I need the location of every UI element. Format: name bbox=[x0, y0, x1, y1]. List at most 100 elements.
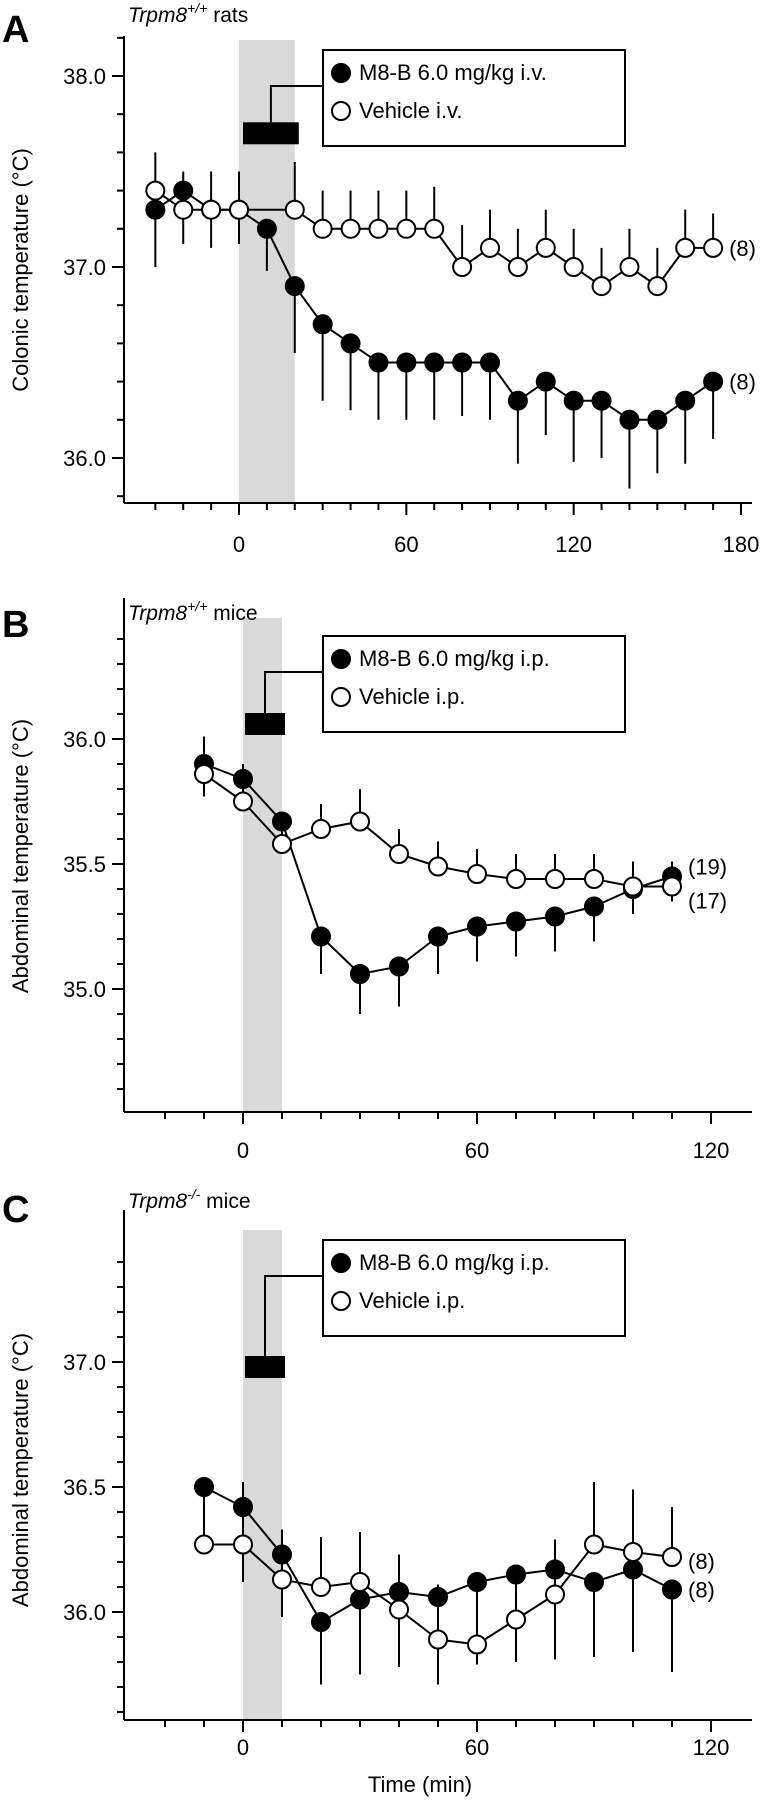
legend-label: Vehicle i.p. bbox=[359, 1288, 465, 1313]
data-point-vehicle bbox=[467, 1634, 487, 1655]
data-point-vehicle bbox=[467, 864, 487, 884]
panel-letter: B bbox=[2, 604, 29, 646]
data-point-drug bbox=[389, 956, 409, 977]
data-point-vehicle bbox=[173, 199, 194, 220]
legend-marker-filled bbox=[331, 63, 351, 83]
data-point-drug bbox=[619, 409, 640, 430]
data-point-drug bbox=[675, 390, 696, 411]
title-gene: Trpm8 bbox=[128, 1190, 187, 1213]
data-point-drug bbox=[467, 1572, 487, 1592]
data-point-drug bbox=[424, 352, 445, 373]
shaded-treatment-interval bbox=[239, 40, 295, 503]
panel-letter: A bbox=[2, 9, 29, 51]
data-point-vehicle bbox=[506, 869, 526, 889]
x-tick-label: 0 bbox=[233, 532, 245, 557]
shaded-treatment-interval bbox=[243, 1230, 282, 1720]
data-point-vehicle bbox=[396, 218, 417, 239]
title-rest: mice bbox=[207, 602, 257, 625]
data-point-drug bbox=[591, 390, 612, 411]
data-point-vehicle bbox=[584, 1534, 604, 1555]
data-point-vehicle bbox=[229, 199, 249, 220]
data-point-vehicle bbox=[201, 199, 222, 220]
y-axis-label: Abdominal temperature (°C) bbox=[8, 1333, 33, 1607]
data-point-vehicle bbox=[233, 1534, 253, 1555]
shaded-treatment-interval bbox=[243, 618, 282, 1112]
data-point-drug bbox=[428, 926, 448, 947]
data-point-vehicle bbox=[563, 257, 584, 277]
legend-box bbox=[322, 635, 626, 733]
x-tick-label: 0 bbox=[237, 1138, 249, 1163]
legend-box bbox=[322, 1239, 626, 1337]
title-genotype-sup: -/- bbox=[187, 1186, 201, 1202]
legend-connector bbox=[264, 671, 323, 713]
n-label: (8) bbox=[688, 1578, 715, 1603]
legend-connector bbox=[269, 85, 323, 123]
n-label: (19) bbox=[688, 855, 727, 880]
data-point-vehicle bbox=[675, 237, 696, 258]
data-point-drug bbox=[284, 276, 305, 297]
data-point-drug bbox=[452, 352, 473, 373]
panel-title: Trpm8+/+ mice bbox=[128, 598, 258, 625]
n-label: (17) bbox=[688, 889, 727, 914]
panel-letter: C bbox=[2, 1189, 29, 1231]
x-tick-label: 60 bbox=[465, 1735, 489, 1760]
data-point-vehicle bbox=[194, 1534, 214, 1555]
data-point-vehicle bbox=[623, 876, 643, 897]
panel-title: Trpm8+/+ rats bbox=[128, 0, 248, 27]
data-point-drug bbox=[145, 199, 166, 220]
data-point-vehicle bbox=[284, 199, 305, 220]
data-point-drug bbox=[623, 1559, 643, 1580]
data-point-drug bbox=[311, 1612, 331, 1632]
data-point-vehicle bbox=[340, 218, 361, 239]
treatment-bar-marker bbox=[243, 122, 299, 145]
data-point-drug bbox=[233, 1497, 253, 1517]
title-gene: Trpm8 bbox=[128, 4, 187, 27]
y-tick-label: 36.0 bbox=[63, 727, 106, 752]
data-point-vehicle bbox=[389, 1599, 409, 1620]
title-gene: Trpm8 bbox=[128, 602, 187, 625]
data-point-vehicle bbox=[272, 834, 292, 854]
y-axis-label: Abdominal temperature (°C) bbox=[8, 719, 33, 993]
legend-label: Vehicle i.p. bbox=[359, 684, 465, 709]
x-axis-label: Time (min) bbox=[368, 1772, 472, 1797]
data-point-vehicle bbox=[389, 844, 409, 864]
legend-label: M8-B 6.0 mg/kg i.p. bbox=[359, 646, 550, 671]
data-point-vehicle bbox=[623, 1542, 643, 1562]
legend-marker-filled bbox=[331, 649, 351, 669]
data-point-drug bbox=[703, 371, 724, 392]
data-point-drug bbox=[173, 180, 194, 201]
data-point-vehicle bbox=[311, 1577, 331, 1597]
data-point-drug bbox=[545, 1559, 565, 1580]
data-point-vehicle bbox=[535, 237, 556, 258]
data-point-vehicle bbox=[584, 869, 604, 889]
y-tick-label: 36.0 bbox=[63, 446, 106, 471]
data-point-vehicle bbox=[545, 869, 565, 889]
data-point-vehicle bbox=[350, 811, 370, 832]
data-point-drug bbox=[312, 314, 333, 335]
data-point-vehicle bbox=[311, 819, 331, 839]
title-genotype-sup: +/+ bbox=[187, 0, 207, 16]
data-point-drug bbox=[256, 218, 277, 239]
data-point-drug bbox=[563, 390, 584, 411]
data-point-vehicle bbox=[424, 218, 445, 239]
data-point-drug bbox=[233, 769, 253, 789]
y-axis-label: Colonic temperature (°C) bbox=[8, 148, 33, 392]
data-point-vehicle bbox=[312, 218, 333, 239]
data-point-drug bbox=[647, 409, 668, 430]
panel-b: 0 60 120 35.0 35.5 36.0 Abdominal temperature … bbox=[2, 598, 752, 1163]
x-tick-label: 120 bbox=[555, 532, 592, 557]
treatment-bar-marker bbox=[245, 1356, 285, 1378]
x-tick-label: 60 bbox=[465, 1138, 489, 1163]
panel-a: 0 60 120 180 36.0 37.0 38.0 Colonic temperature… bbox=[2, 0, 759, 557]
data-point-vehicle bbox=[194, 764, 214, 784]
data-point-vehicle bbox=[368, 218, 389, 239]
legend-marker-filled bbox=[331, 1253, 351, 1273]
y-tick-label: 38.0 bbox=[63, 64, 106, 89]
legend-label: Vehicle i.v. bbox=[359, 98, 463, 123]
data-point-vehicle bbox=[506, 1609, 526, 1630]
data-point-drug bbox=[662, 1579, 682, 1600]
legend-marker-open bbox=[331, 687, 351, 707]
x-tick-label: 0 bbox=[237, 1735, 249, 1760]
data-point-vehicle bbox=[428, 1629, 448, 1650]
data-point-drug bbox=[545, 906, 565, 927]
